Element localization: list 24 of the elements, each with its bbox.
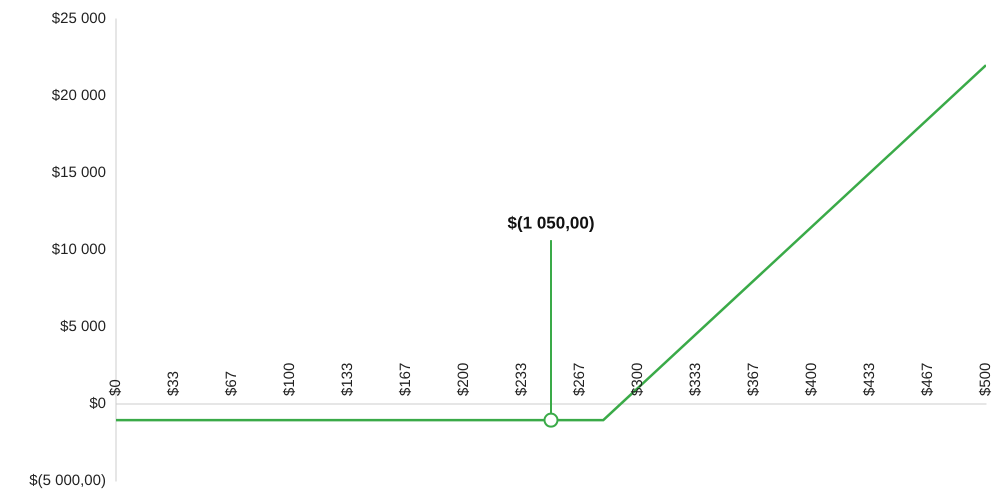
- x-tick-label: $433: [861, 362, 878, 396]
- y-tick-label: $0: [89, 395, 106, 412]
- y-tick-label: $5 000: [60, 318, 106, 336]
- x-tick-label: $400: [803, 362, 820, 396]
- x-tick-label: $0: [107, 379, 124, 396]
- x-tick-label: $67: [223, 370, 240, 396]
- x-tick-label: $333: [687, 362, 704, 396]
- y-tick-label: $(5 000,00): [29, 472, 106, 490]
- annotation: $(1 050,00): [508, 213, 594, 232]
- y-tick-label: $20 000: [52, 87, 106, 104]
- x-tick-label: $100: [281, 362, 298, 396]
- x-tick-label: $167: [397, 362, 414, 396]
- x-tick-label: $33: [165, 370, 182, 396]
- x-tick-label: $467: [919, 362, 936, 396]
- x-tick-label: $133: [339, 362, 356, 396]
- x-tick-label: $200: [455, 362, 472, 396]
- x-tick-label: $233: [513, 362, 530, 396]
- y-tick-label: $15 000: [52, 164, 106, 182]
- x-tick-label: $267: [571, 362, 588, 396]
- x-tick-label: $300: [629, 362, 646, 396]
- y-tick-label: $25 000: [52, 10, 106, 28]
- x-tick-label: $367: [745, 362, 762, 396]
- x-tick-label: $500: [977, 362, 994, 396]
- y-tick-label: $10 000: [52, 241, 106, 258]
